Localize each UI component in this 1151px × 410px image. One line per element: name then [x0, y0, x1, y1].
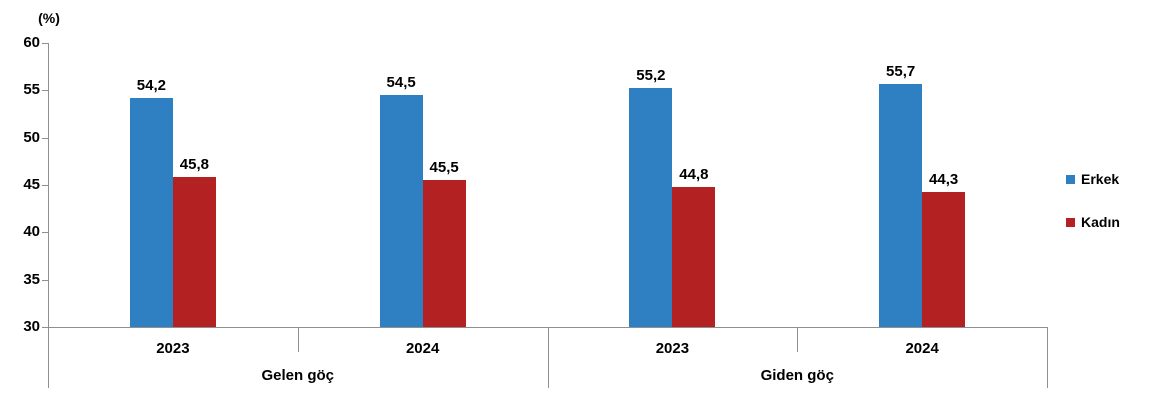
legend-item-label: Kadın [1081, 214, 1120, 230]
y-axis-tick-label: 30 [23, 318, 40, 335]
y-axis-tick-label: 50 [23, 128, 40, 146]
y-axis-unit-label: (%) [38, 10, 60, 26]
x-axis-group-label: Giden göç [760, 367, 834, 384]
bar-erkek-2 [629, 88, 673, 327]
y-axis-tick [42, 232, 48, 234]
bar-erkek-3 [879, 83, 923, 327]
x-axis-group-label: Gelen göç [261, 367, 335, 384]
legend-marker-icon [1066, 217, 1075, 227]
x-axis-year-label: 2023 [156, 340, 190, 357]
legend-item-label: Erkek [1081, 171, 1120, 187]
legend-item-erkek: Erkek [1066, 172, 1119, 186]
bar-kadın-2 [672, 186, 716, 327]
bar-kadın-0 [172, 177, 216, 327]
bar-value-label: 54,2 [136, 76, 166, 94]
bar-value-label: 45,5 [429, 159, 459, 177]
x-axis-group-separator [547, 327, 549, 388]
y-axis-tick [42, 327, 48, 328]
y-axis-tick-label: 45 [23, 176, 40, 193]
legend-item-kadın: Kadın [1066, 215, 1120, 229]
y-axis-tick [42, 90, 48, 92]
y-axis-tick [42, 185, 48, 186]
y-axis-tick [42, 137, 48, 139]
x-axis-year-label: 2024 [905, 340, 939, 357]
x-axis-year-label: 2023 [655, 340, 690, 357]
bar-kadın-3 [922, 191, 966, 327]
x-axis-year-separator [297, 327, 299, 352]
bar-value-label: 55,2 [636, 67, 666, 85]
y-axis-tick-label: 40 [23, 223, 40, 241]
x-axis-group-separator [1047, 327, 1048, 388]
y-axis-tick-label: 55 [23, 81, 40, 99]
y-axis-line [48, 43, 49, 388]
bar-erkek-0 [129, 97, 173, 327]
bar-value-label: 44,8 [679, 165, 709, 183]
bar-value-label: 44,3 [929, 170, 959, 188]
bar-value-label: 54,5 [386, 74, 416, 92]
y-axis-tick [42, 279, 48, 281]
bar-value-label: 45,8 [179, 156, 209, 174]
bar-erkek-1 [379, 95, 423, 327]
x-axis-year-label: 2024 [405, 340, 440, 357]
x-axis-year-separator [797, 327, 799, 352]
bar-kadın-1 [422, 180, 466, 327]
bar-value-label: 55,7 [886, 62, 916, 80]
legend-marker-icon [1066, 174, 1075, 184]
y-axis-tick [42, 43, 48, 44]
y-axis-tick-label: 35 [23, 270, 40, 288]
y-axis-tick-label: 60 [23, 34, 40, 51]
